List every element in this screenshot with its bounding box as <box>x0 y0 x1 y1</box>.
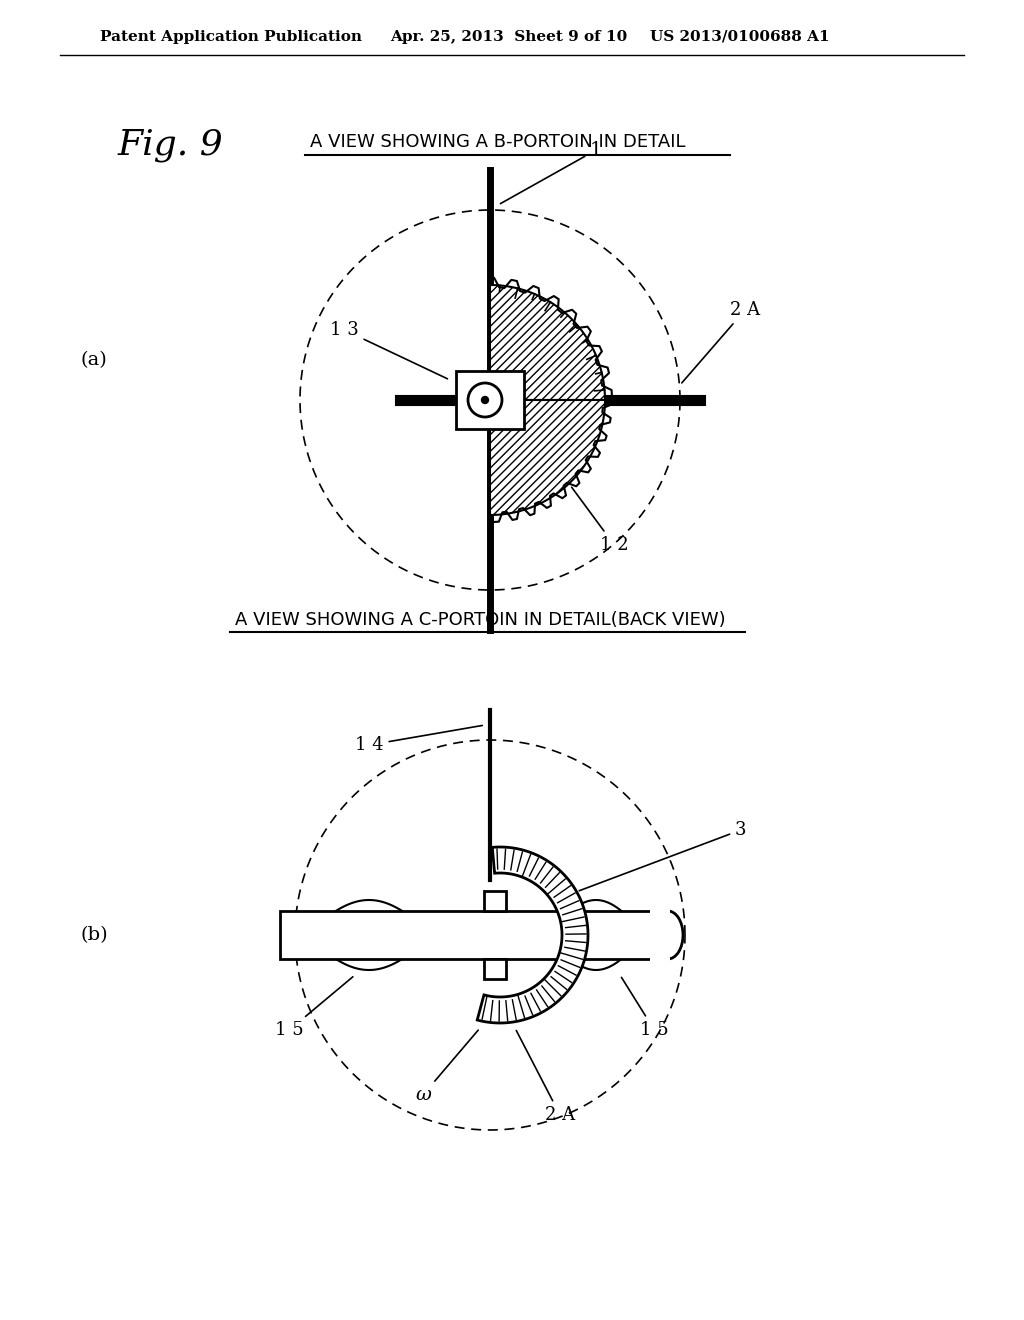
Text: 1 3: 1 3 <box>330 321 447 379</box>
Polygon shape <box>490 400 605 515</box>
Text: (b): (b) <box>80 927 108 944</box>
Text: Patent Application Publication: Patent Application Publication <box>100 30 362 44</box>
Polygon shape <box>490 285 605 400</box>
Text: A VIEW SHOWING A B-PORTOIN IN DETAIL: A VIEW SHOWING A B-PORTOIN IN DETAIL <box>310 133 685 150</box>
Text: Fig. 9: Fig. 9 <box>118 128 224 162</box>
Bar <box>456 371 524 429</box>
Circle shape <box>481 396 488 404</box>
Text: (a): (a) <box>80 351 106 370</box>
Bar <box>280 911 655 960</box>
Bar <box>650 909 670 961</box>
Text: 3: 3 <box>580 821 746 891</box>
Text: 1: 1 <box>501 141 602 203</box>
Text: 2 A: 2 A <box>682 301 760 383</box>
Text: US 2013/0100688 A1: US 2013/0100688 A1 <box>650 30 829 44</box>
Text: Apr. 25, 2013  Sheet 9 of 10: Apr. 25, 2013 Sheet 9 of 10 <box>390 30 628 44</box>
Text: 1 5: 1 5 <box>622 977 669 1039</box>
Bar <box>484 891 506 911</box>
Bar <box>484 960 506 979</box>
Circle shape <box>468 383 502 417</box>
Text: 1 4: 1 4 <box>355 726 482 754</box>
Text: ω: ω <box>415 1030 478 1104</box>
Text: 2 A: 2 A <box>516 1031 575 1125</box>
Text: 1 5: 1 5 <box>275 977 353 1039</box>
Text: A VIEW SHOWING A C-PORTOIN IN DETAIL(BACK VIEW): A VIEW SHOWING A C-PORTOIN IN DETAIL(BAC… <box>234 611 726 630</box>
Ellipse shape <box>653 911 683 960</box>
Polygon shape <box>477 847 588 1023</box>
Text: 1 2: 1 2 <box>571 487 629 554</box>
